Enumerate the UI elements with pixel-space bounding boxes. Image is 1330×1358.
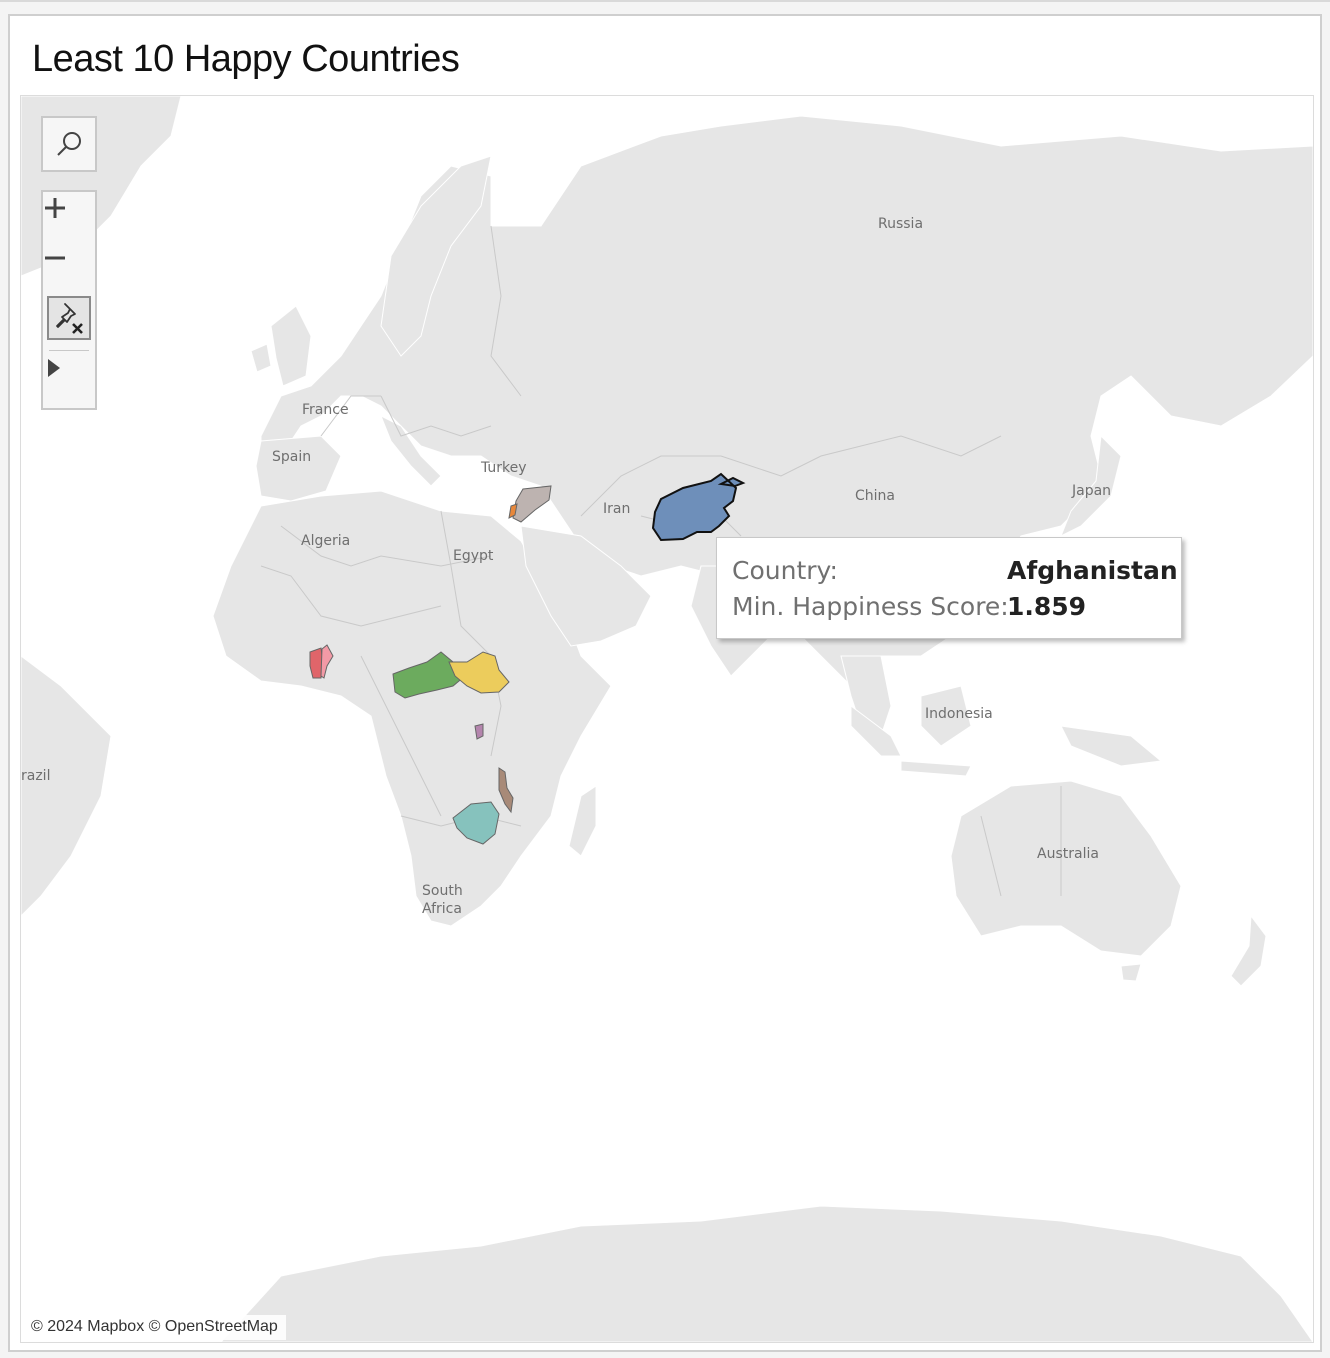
zoom-out-button[interactable] [43,246,95,292]
label-south-africa-line2: Africa [422,901,462,917]
land-java [900,760,972,777]
land-japan [1060,434,1122,538]
map-attribution[interactable]: © 2024 Mapbox © OpenStreetMap [23,1315,286,1340]
country-south-sudan[interactable] [448,651,510,694]
label-australia: Australia [1037,846,1099,862]
land-arabia [520,525,652,647]
tooltip-country-value: Afghanistan [1007,556,1178,585]
map-canvas[interactable]: Russia France Spain Turkey Iran China Ja… [21,96,1313,1342]
label-turkey: Turkey [480,460,527,476]
land-iberia [255,435,342,502]
label-iran: Iran [603,501,630,517]
land-tasmania [1120,963,1142,982]
tooltip-score-row: Min. Happiness Score: 1.859 [732,592,1086,621]
label-russia: Russia [878,216,923,232]
dashboard-panel: Least 10 Happy Countries [8,14,1322,1352]
country-benin[interactable] [309,647,324,679]
minus-icon [45,256,65,260]
play-icon [48,359,60,377]
land-ireland [250,343,272,373]
country-syria[interactable] [512,485,552,523]
country-car[interactable] [392,651,466,699]
country-afghanistan[interactable] [651,472,746,542]
country-burundi[interactable] [474,723,484,740]
map-search-button[interactable] [41,116,97,172]
map-zoom-toolbar [41,190,97,410]
label-indonesia: Indonesia [925,706,993,722]
expand-toolbar-button[interactable] [43,356,95,406]
country-togo[interactable] [320,644,334,679]
land-sumatra [850,705,902,757]
tooltip-score-value: 1.859 [1007,592,1087,621]
place-labels: Russia France Spain Turkey Iran China Ja… [21,216,1111,917]
land-britain [270,305,312,387]
land-scandinavia [380,155,492,357]
label-algeria: Algeria [301,533,350,549]
country-lebanon[interactable] [508,503,518,519]
label-china: China [855,488,895,504]
tooltip-score-label: Min. Happiness Score: [732,592,1009,621]
label-france: France [302,402,349,418]
unpin-icon [56,303,83,334]
label-south-africa-line1: South [422,883,463,899]
label-brazil: razil [21,768,50,784]
label-egypt: Egypt [453,548,494,564]
land-africa [212,490,612,927]
page-title: Least 10 Happy Countries [32,38,460,80]
label-japan: Japan [1071,483,1111,499]
zoom-in-button[interactable] [43,196,95,242]
plus-icon [45,198,65,218]
page-top-border [0,0,1330,2]
map-view[interactable]: Russia France Spain Turkey Iran China Ja… [20,95,1314,1343]
search-icon [57,132,81,156]
land-antarctica [220,1205,1313,1342]
unpin-map-button[interactable] [47,296,91,340]
land-layer [21,96,1313,1342]
land-newguinea [1060,725,1163,767]
land-south-america [21,655,112,917]
tooltip-country-label: Country: [732,556,838,585]
land-australia [950,780,1182,957]
country-tooltip: Country: Afghanistan Min. Happiness Scor… [716,537,1182,639]
country-zimbabwe[interactable] [452,801,500,845]
land-madagascar [568,785,597,857]
toolbar-divider [49,350,89,351]
land-newzealand [1230,914,1267,987]
country-malawi[interactable] [498,767,514,814]
label-spain: Spain [272,449,311,465]
land-italy [380,414,442,487]
tooltip-country-row: Country: Afghanistan [732,556,1178,585]
land-borneo [920,685,972,747]
